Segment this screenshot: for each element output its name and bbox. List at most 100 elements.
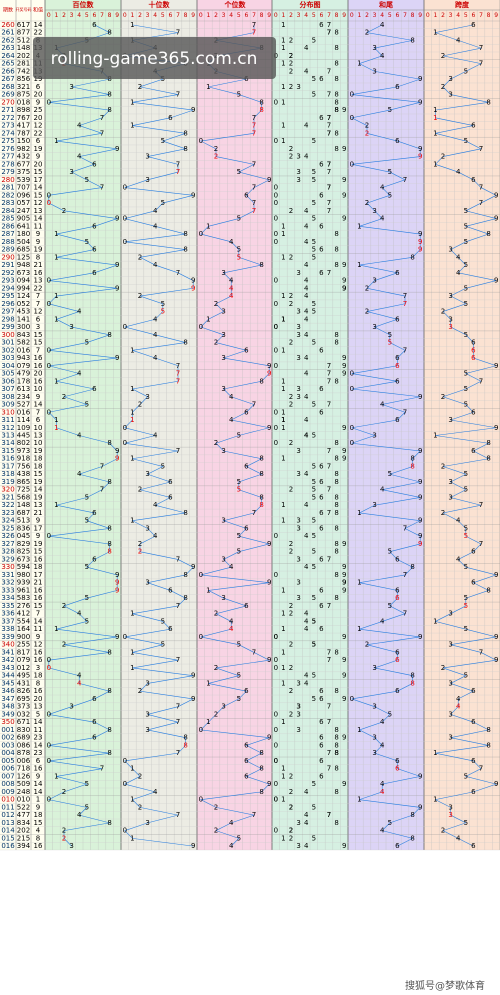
trend-digit: 3 <box>221 555 225 563</box>
trend-digit: 5 <box>85 401 89 409</box>
distribution-digit: 6 <box>319 462 324 470</box>
trend-digit: 4 <box>380 184 385 192</box>
trend-digit: 4 <box>229 625 234 633</box>
distribution-digit: 3 <box>296 710 300 718</box>
distribution-digit: 4 <box>304 470 309 478</box>
distribution-digit: 1 <box>281 517 285 525</box>
trend-digit: 9 <box>267 579 271 587</box>
distribution-digit: 8 <box>334 788 338 796</box>
trend-digit: 9 <box>267 176 271 184</box>
distribution-digit: 2 <box>289 803 293 811</box>
scale-label: 0 <box>426 12 430 19</box>
trend-digit: 8 <box>410 36 414 44</box>
distribution-digit: 5 <box>312 199 316 207</box>
trend-digit: 0 <box>47 277 51 285</box>
number: 114 <box>17 416 31 424</box>
distribution-digit: 4 <box>304 153 309 161</box>
number: 756 <box>17 462 31 470</box>
number-digit: 2 <box>17 827 21 835</box>
sum: 8 <box>36 679 40 687</box>
number: 943 <box>17 354 30 362</box>
trend-digit: 4 <box>380 52 385 60</box>
trend-digit: 8 <box>107 439 111 447</box>
number-digit: 7 <box>21 718 25 726</box>
period: 339 <box>1 633 14 641</box>
number-digit: 1 <box>17 315 21 323</box>
number: 281 <box>17 60 30 68</box>
scale-label: 8 <box>108 12 112 19</box>
trend-digit: 3 <box>372 44 376 52</box>
trend-digit: 2 <box>138 548 142 556</box>
trend-digit: 3 <box>221 594 225 602</box>
trend-digit: 1 <box>54 377 58 385</box>
trend-digit: 8 <box>259 377 263 385</box>
period: 323 <box>1 509 14 517</box>
trend-digit: 5 <box>464 594 468 602</box>
trend-digit: 9 <box>418 145 422 153</box>
period: 264 <box>1 52 15 60</box>
trend-digit: 3 <box>221 447 225 455</box>
footer: 搜狐号@梦歌体育 <box>405 979 485 992</box>
scale-label: 9 <box>115 12 119 19</box>
scale-label: 6 <box>168 12 172 19</box>
number: 432 <box>17 153 30 161</box>
trend-digit: 5 <box>464 331 468 339</box>
distribution-digit: 2 <box>289 772 293 780</box>
distribution-digit: 2 <box>289 664 293 672</box>
number: 045 <box>17 532 30 540</box>
number-digit: 8 <box>17 91 21 99</box>
scale-label: 0 <box>199 12 203 19</box>
trend-digit: 3 <box>145 524 149 532</box>
distribution-digit: 0 <box>274 664 278 672</box>
number-digit: 0 <box>21 780 25 788</box>
trend-digit: 3 <box>69 703 73 711</box>
number-digit: 8 <box>21 246 25 254</box>
distribution-digit: 5 <box>312 91 316 99</box>
distribution-digit: 8 <box>334 749 338 757</box>
number-digit: 3 <box>21 579 25 587</box>
distribution-digit: 6 <box>319 160 324 168</box>
number-digit: 9 <box>17 571 21 579</box>
number-digit: 1 <box>17 230 21 238</box>
trend-digit: 6 <box>92 246 97 254</box>
number-digit: 3 <box>26 331 30 339</box>
number-digit: 6 <box>26 408 31 416</box>
trend-digit: 0 <box>47 199 51 207</box>
number-digit: 6 <box>21 586 26 594</box>
distribution-digit: 8 <box>334 106 338 114</box>
period: 347 <box>1 695 14 703</box>
number: 018 <box>17 98 30 106</box>
number: 617 <box>17 21 30 29</box>
number-digit: 9 <box>26 176 30 184</box>
number: 513 <box>17 517 30 525</box>
trend-digit: 2 <box>441 664 445 672</box>
number: 980 <box>17 571 30 579</box>
trend-digit: 8 <box>410 455 414 463</box>
sum: 11 <box>34 222 43 230</box>
trend-digit: 5 <box>237 432 241 440</box>
distribution-digit: 7 <box>327 555 331 563</box>
distribution-digit: 4 <box>304 532 309 540</box>
number-digit: 3 <box>26 269 30 277</box>
trend-digit: 8 <box>486 98 490 106</box>
distribution-digit: 4 <box>304 432 309 440</box>
distribution-digit: 3 <box>296 323 300 331</box>
trend-digit: 7 <box>479 184 483 192</box>
distribution-digit: 1 <box>281 315 285 323</box>
trend-digit: 0 <box>199 726 203 734</box>
distribution-digit: 7 <box>327 718 331 726</box>
trend-digit: 5 <box>464 524 468 532</box>
backgrounds <box>0 0 500 850</box>
trend-digit: 1 <box>357 222 361 230</box>
trend-digit: 4 <box>380 741 385 749</box>
trend-digit: 4 <box>77 153 82 161</box>
trend-digit: 1 <box>206 83 210 91</box>
number-digit: 5 <box>26 168 30 176</box>
trend-digit: 3 <box>448 292 452 300</box>
number-digit: 3 <box>26 447 30 455</box>
number-digit: 3 <box>26 354 30 362</box>
trend-digit: 7 <box>403 571 407 579</box>
distribution-digit: 2 <box>289 687 293 695</box>
trend-digit: 1 <box>54 315 58 323</box>
trend-digit: 7 <box>479 60 483 68</box>
